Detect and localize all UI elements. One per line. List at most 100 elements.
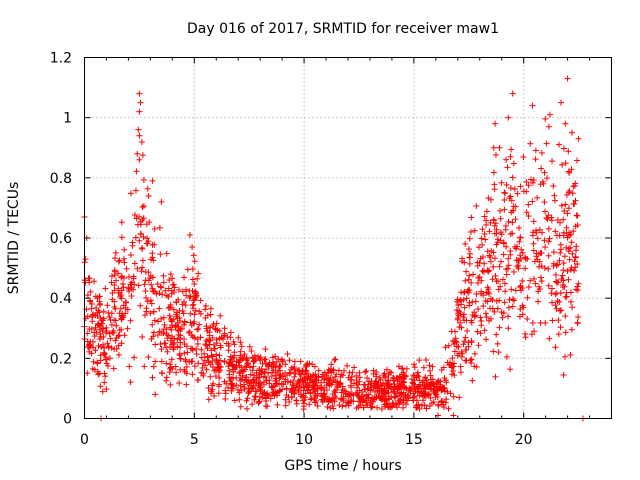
data-point [284,350,291,357]
data-point [251,396,258,403]
data-point [474,262,481,269]
data-point [165,293,172,300]
data-point [472,312,479,319]
data-point [505,262,512,269]
data-point [145,193,152,200]
data-point [183,292,190,299]
data-point [575,314,582,321]
data-point [194,275,201,282]
data-point [249,376,256,383]
data-point [541,237,548,244]
data-point [501,197,508,204]
data-point [187,345,194,352]
data-point [248,386,255,393]
y-tick-label: 0.4 [50,291,72,307]
data-point [262,346,269,353]
data-point [492,120,499,127]
data-point [359,398,366,405]
data-point [199,364,206,371]
data-point [169,318,176,325]
data-point [265,370,272,377]
data-point [104,340,111,347]
data-point [215,390,222,397]
data-point [468,356,475,363]
data-point [293,400,300,407]
data-point [381,370,388,377]
data-point [558,307,565,314]
data-point [496,297,503,304]
data-point [555,317,562,324]
data-point [132,234,139,241]
data-point [300,387,307,394]
data-point [170,289,177,296]
data-point [120,284,127,291]
data-point [552,228,559,235]
data-point [363,368,370,375]
data-point [451,348,458,355]
data-point [330,395,337,402]
data-point [160,272,167,279]
data-point [342,390,349,397]
data-point [532,227,539,234]
data-point [206,341,213,348]
data-point [204,353,211,360]
data-point [120,255,127,262]
data-point [270,367,277,374]
data-point [297,376,304,383]
data-point [354,389,361,396]
data-point [382,396,389,403]
data-point [145,354,152,361]
data-point [406,387,413,394]
data-point [545,212,552,219]
data-point [540,180,547,187]
data-point [396,386,403,393]
data-point [460,313,467,320]
data-point [403,401,410,408]
data-point [441,385,448,392]
y-tick-label: 0.6 [50,231,72,247]
data-point [475,342,482,349]
data-point [288,388,295,395]
data-point [244,405,251,412]
data-point [195,325,202,332]
data-point [542,244,549,251]
data-point [141,363,148,370]
data-point [212,373,219,380]
data-point [392,393,399,400]
data-point [122,298,129,305]
data-point [180,310,187,317]
data-point [561,253,568,260]
data-point [514,263,521,270]
data-point [410,397,417,404]
data-point [560,260,567,267]
data-point [462,277,469,284]
data-point [233,382,240,389]
data-point [503,243,510,250]
data-point [160,314,167,321]
data-point [277,363,284,370]
data-point [127,251,134,258]
data-point [239,356,246,363]
data-point [342,402,349,409]
data-point [563,224,570,231]
data-point [338,389,345,396]
data-point [466,254,473,261]
data-point [97,383,104,390]
data-point [194,326,201,333]
data-point [168,317,175,324]
data-point [315,373,322,380]
data-point [500,251,507,258]
data-point [301,371,308,378]
data-point [487,305,494,312]
data-point [238,343,245,350]
data-point [271,392,278,399]
data-point [383,382,390,389]
data-point [299,394,306,401]
data-point [505,114,512,121]
data-point [410,372,417,379]
data-point [465,246,472,253]
data-point [261,356,268,363]
data-point [97,352,104,359]
data-point [132,187,139,194]
data-point [529,102,536,109]
